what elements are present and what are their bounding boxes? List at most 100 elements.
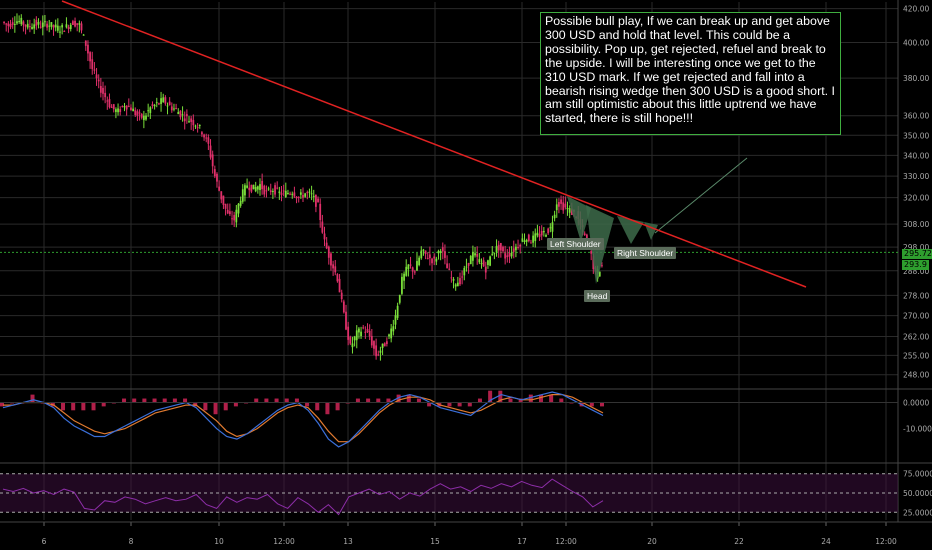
candle-body (413, 271, 416, 273)
macd-histogram-bar (355, 398, 360, 403)
candle-body (403, 273, 405, 281)
candle-body (26, 23, 29, 28)
y-tick-label: 308.00 (903, 220, 929, 229)
candle-body (244, 185, 246, 196)
candle-body (74, 20, 76, 27)
candle-body (338, 278, 341, 293)
macd-histogram-bar (508, 398, 513, 403)
candle-body (360, 331, 362, 337)
x-tick-label: 8 (129, 537, 134, 546)
candle-body (383, 343, 386, 347)
candle-body (601, 265, 603, 267)
y-tick-label: 400.00 (903, 38, 929, 47)
rsi-tick-label: 50.0000 (903, 489, 932, 498)
candle-body (598, 271, 601, 277)
candle-body (130, 107, 132, 111)
candle-body (147, 110, 150, 112)
macd-histogram-bar (213, 402, 218, 415)
macd-histogram-bar (294, 398, 299, 403)
candle-body (558, 202, 560, 207)
candle-body (233, 215, 236, 221)
candle-body (87, 44, 89, 54)
candle-body (192, 120, 195, 126)
candle-body (48, 25, 51, 27)
rsi-tick-label: 25.0000 (903, 508, 932, 517)
candle-body (181, 114, 184, 116)
candle-body (370, 335, 373, 346)
candle-body (142, 115, 145, 121)
rsi-tick-label: 75.0000 (903, 470, 932, 479)
macd-histogram-bar (589, 402, 594, 407)
candle-body (536, 232, 539, 236)
x-tick-label: 17 (517, 537, 527, 546)
macd-histogram-bar (91, 402, 96, 411)
candle-body (317, 198, 319, 203)
candle-body (280, 192, 283, 195)
candle-body (134, 110, 137, 116)
macd-histogram-bar (457, 402, 462, 407)
candle-body (542, 231, 545, 233)
candle-body (342, 301, 345, 313)
candle-body (497, 244, 500, 251)
candle-body (239, 200, 242, 206)
y-tick-label: 360.00 (903, 112, 929, 121)
candle-body (353, 336, 356, 341)
candle-body (136, 111, 139, 116)
candle-body (198, 124, 201, 126)
macd-histogram-bar (284, 398, 289, 403)
candle-body (78, 23, 81, 25)
x-tick-label: 6 (42, 537, 47, 546)
candle-body (67, 27, 70, 30)
candle-body (515, 246, 517, 251)
candle-body (237, 203, 240, 214)
candle-body (540, 231, 543, 236)
candle-body (248, 187, 251, 191)
candle-body (140, 113, 143, 118)
candle-body (532, 235, 535, 243)
macd-histogram-bar (518, 398, 523, 403)
candle-body (89, 52, 91, 62)
macd-histogram-bar (549, 394, 554, 403)
candle-body (13, 24, 16, 26)
candle-body (112, 104, 115, 110)
candle-body (351, 343, 354, 348)
candle-body (259, 184, 261, 190)
candle-body (368, 330, 371, 337)
candle-body (394, 315, 397, 325)
candle-body (24, 24, 27, 27)
candle-body (91, 59, 94, 70)
candle-body (95, 74, 98, 79)
macd-histogram-bar (366, 398, 371, 403)
candle-body (224, 203, 227, 209)
candle-body (241, 189, 244, 202)
right-shoulder-shape (617, 216, 644, 244)
candle-body (104, 92, 107, 98)
candle-body (110, 106, 113, 108)
candle-body (254, 186, 257, 192)
candle-body (489, 256, 491, 266)
candle-body (44, 21, 46, 23)
candle-body (476, 253, 479, 257)
head-label: Head (584, 290, 611, 302)
candle-body (132, 108, 135, 112)
candle-body (99, 85, 102, 93)
candle-body (71, 21, 74, 25)
candle-body (538, 234, 541, 238)
macd-histogram-bar (142, 398, 147, 403)
y-tick-label: 320.00 (903, 194, 929, 203)
candle-body (480, 262, 483, 265)
x-tick-label: 15 (430, 537, 440, 546)
candle-body (306, 192, 309, 194)
candle-body (366, 328, 369, 332)
macd-histogram-bar (264, 398, 269, 403)
candle-body (201, 132, 203, 135)
candle-body (358, 328, 360, 333)
candle-body (284, 190, 287, 198)
candle-body (560, 199, 562, 204)
candle-body (407, 264, 410, 270)
candle-body (16, 21, 18, 24)
macd-histogram-bar (81, 402, 86, 411)
macd-histogram-bar (396, 394, 401, 403)
macd-histogram-bar (122, 398, 127, 403)
candle-body (482, 260, 485, 267)
